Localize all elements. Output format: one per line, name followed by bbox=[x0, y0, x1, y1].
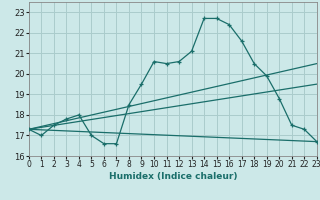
X-axis label: Humidex (Indice chaleur): Humidex (Indice chaleur) bbox=[108, 172, 237, 181]
